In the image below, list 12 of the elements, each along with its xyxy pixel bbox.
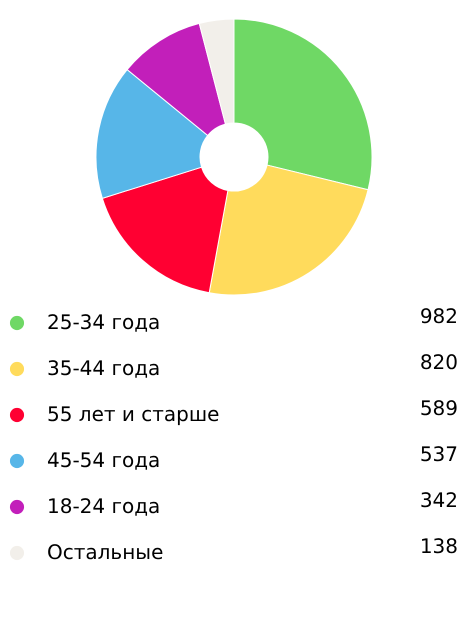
data-label: 342: [420, 488, 458, 512]
data-label: 982: [420, 304, 458, 328]
data-label: 537: [420, 442, 458, 466]
legend-label: 35-44 года: [47, 356, 160, 380]
legend-label: 18-24 года: [47, 494, 160, 518]
data-label: 589: [420, 396, 458, 420]
data-label: 820: [420, 350, 458, 374]
legend-label: 45-54 года: [47, 448, 160, 472]
legend-label: 25-34 года: [47, 310, 160, 334]
legend-label: 55 лет и старше: [47, 402, 220, 426]
data-label: 138: [420, 534, 458, 558]
legend-label: Остальные: [47, 540, 164, 564]
